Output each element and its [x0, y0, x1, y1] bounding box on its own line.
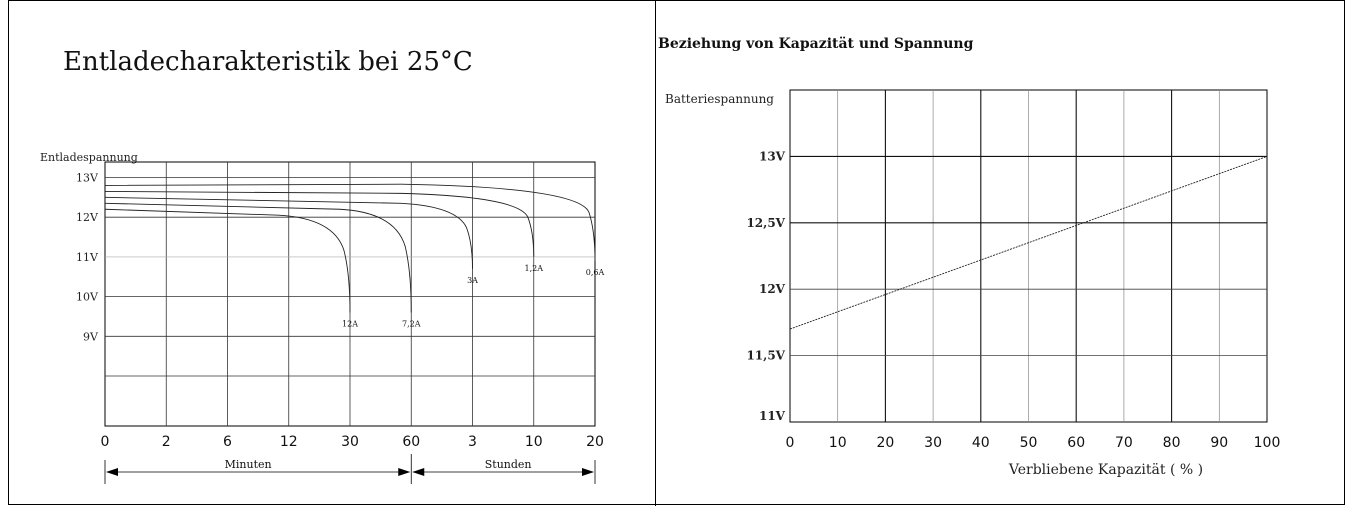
capacity-chart: Beziehung von Kapazität und Spannung Bat…: [658, 36, 1281, 478]
y-tick-label: 11,5V: [746, 349, 785, 363]
x-tick-labels: 0 2 6 12 30 60 3 10 20: [101, 434, 604, 450]
discharge-chart-panel: Entladecharakteristik bei 25°C Entladesp…: [9, 0, 655, 506]
x-tick-label: 3: [468, 434, 477, 450]
discharge-curve: [104, 190, 535, 257]
x-tick-label: 40: [972, 435, 990, 451]
y-tick-labels: 13V 12,5V 12V 11,5V 11V: [746, 149, 785, 423]
x-tick-label: 60: [1067, 435, 1085, 451]
x-tick-label: 20: [586, 434, 604, 450]
capacity-chart-panel: Beziehung von Kapazität und Spannung Bat…: [656, 0, 1344, 506]
y-axis-label: Entladespannung: [40, 151, 138, 164]
y-tick-label: 11V: [76, 251, 99, 264]
chart-title: Entladecharakteristik bei 25°C: [63, 47, 473, 77]
x-tick-labels: 0 10 20 30 40 50 60 70 80 90 100: [786, 435, 1281, 451]
discharge-curve: [104, 208, 351, 313]
x-tick-label: 60: [402, 434, 420, 450]
y-tick-label: 10V: [76, 291, 99, 304]
curve-label: 12A: [342, 319, 358, 328]
group-label-minutes: Minuten: [225, 458, 272, 471]
x-tick-label: 10: [525, 434, 543, 450]
x-tick-label: 70: [1115, 435, 1133, 451]
y-tick-label: 9V: [83, 330, 99, 343]
arrow-head: [106, 468, 118, 476]
arrow-head: [412, 468, 425, 476]
capacity-voltage-line: [789, 155, 1268, 330]
curve-label: 1,2A: [525, 264, 544, 273]
y-tick-label: 13V: [759, 149, 786, 163]
curve-label: 3A: [467, 276, 478, 285]
x-tick-label: 20: [876, 435, 894, 451]
y-tick-label: 12V: [759, 282, 786, 296]
curve-label: 7,2A: [402, 319, 421, 328]
grid: [104, 161, 596, 427]
figure-frame: [8, 0, 1345, 505]
x-tick-label: 12: [280, 434, 298, 450]
x-tick-label: 100: [1254, 435, 1281, 451]
group-label-hours: Stunden: [485, 458, 532, 471]
grid: [789, 89, 1268, 423]
y-tick-label: 12V: [76, 211, 99, 224]
x-axis-label: Verbliebene Kapazität ( % ): [1008, 462, 1203, 478]
x-tick-label: 30: [924, 435, 942, 451]
x-tick-label: 80: [1163, 435, 1181, 451]
discharge-curve: [104, 202, 412, 313]
x-tick-label: 6: [223, 434, 232, 450]
y-tick-labels: 13V 12V 11V 10V 9V: [76, 172, 99, 344]
x-tick-label: 10: [829, 435, 847, 451]
discharge-chart: Entladecharakteristik bei 25°C Entladesp…: [40, 47, 604, 484]
x-tick-label: 2: [162, 434, 171, 450]
x-tick-label: 50: [1020, 435, 1038, 451]
time-group-arrows: Minuten Stunden: [104, 454, 596, 484]
panel-divider: [655, 0, 656, 506]
curve-labels: 12A 7,2A 3A 1,2A 0,6A: [342, 264, 604, 329]
y-axis-label: Batteriespannung: [665, 92, 774, 106]
x-tick-label: 0: [786, 435, 795, 451]
discharge-curve: [104, 196, 473, 269]
x-tick-label: 90: [1210, 435, 1228, 451]
capacity-line: [789, 155, 1268, 330]
y-tick-label: 11V: [759, 409, 786, 423]
y-tick-label: 13V: [76, 172, 99, 185]
x-tick-label: 30: [341, 434, 359, 450]
x-tick-label: 0: [101, 434, 110, 450]
y-tick-label: 12,5V: [746, 216, 785, 230]
discharge-curve: [104, 183, 596, 261]
discharge-curves: [104, 183, 596, 313]
arrow-head: [398, 468, 411, 476]
chart-title: Beziehung von Kapazität und Spannung: [658, 36, 974, 52]
arrow-head: [582, 468, 594, 476]
curve-label: 0,6A: [586, 268, 605, 277]
